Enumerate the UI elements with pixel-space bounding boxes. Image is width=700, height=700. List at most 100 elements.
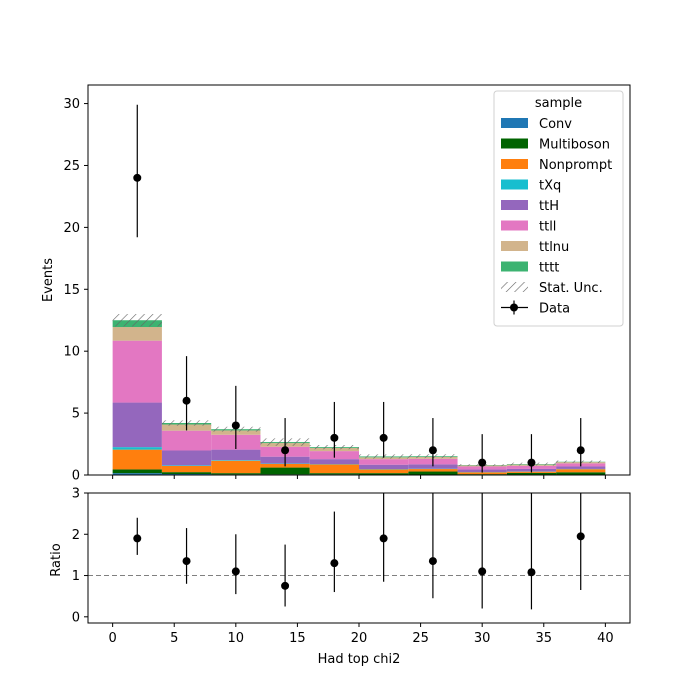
legend-title: sample (535, 96, 582, 111)
bar-multiboson-bin-8 (506, 472, 557, 475)
main-panel: 0 5 10 15 20 25 30 Events sample Conv Multiboson… (41, 84, 631, 484)
ratio-point-4 (330, 559, 339, 568)
stat-unc-band-bin-0 (112, 314, 162, 327)
legend-data-marker (510, 303, 518, 312)
bar-ttll-bin-1 (161, 430, 212, 451)
ratio-point-5 (379, 534, 388, 543)
legend-label-tth: ttH (539, 199, 559, 214)
data-point-2 (231, 421, 240, 430)
ratio-panel: 0 1 2 3 0 5 10 15 20 25 30 35 40 Ratio Had top chi2 (49, 487, 631, 667)
main-y-tick-label: 25 (63, 159, 80, 174)
bar-nonprompt-bin-1 (161, 465, 212, 473)
legend-label-stat-unc: Stat. Unc. (539, 281, 603, 296)
ratio-point-3 (281, 581, 290, 590)
main-y-tick-label: 10 (63, 345, 80, 360)
bar-multiboson-bin-3 (260, 467, 310, 475)
main-y-ticks: 0 5 10 15 20 25 30 (63, 97, 88, 484)
bar-ttlnu-bin-0 (112, 327, 162, 341)
ratio-point-7 (478, 567, 487, 576)
ratio-y-tick-label: 3 (72, 487, 80, 502)
legend-swatch-conv (501, 118, 528, 128)
ratio-point-9 (576, 532, 585, 541)
legend-swatch-ttll (501, 220, 528, 231)
bar-nonprompt-bin-0 (112, 449, 162, 470)
ratio-point-6 (428, 557, 437, 566)
data-point-1 (182, 396, 191, 405)
legend-label-ttll: ttll (539, 220, 556, 235)
bar-multiboson-bin-2 (211, 473, 261, 475)
data-point-7 (478, 458, 487, 467)
legend-label-txq: tXq (539, 179, 561, 194)
legend-swatch-tttt (501, 261, 528, 272)
ratio-y-tick-label: 0 (72, 610, 80, 625)
bar-conv-bin-0 (112, 473, 162, 475)
x-tick-label: 20 (351, 631, 368, 646)
x-tick-label: 40 (597, 631, 614, 646)
bar-txq-bin-0 (112, 447, 162, 450)
legend-swatch-ttlnu (501, 241, 528, 251)
bar-tth-bin-2 (211, 449, 261, 461)
legend-swatch-stat-unc (501, 282, 528, 292)
bar-nonprompt-bin-9 (556, 469, 606, 473)
legend-label-tttt: tttt (539, 261, 559, 276)
main-y-tick-label: 20 (63, 221, 80, 236)
bar-multiboson-bin-7 (457, 474, 507, 475)
bar-multiboson-bin-9 (556, 472, 606, 475)
bar-tth-bin-0 (112, 402, 162, 448)
ratio-point-1 (182, 557, 191, 566)
ratio-x-ticks: 0 5 10 15 20 25 30 35 40 (108, 623, 614, 646)
legend-swatch-nonprompt (501, 159, 528, 169)
legend-label-ttlnu: ttlnu (539, 240, 569, 255)
bar-ttll-bin-5 (359, 459, 409, 465)
bar-nonprompt-bin-4 (309, 464, 359, 474)
legend-label-conv: Conv (539, 117, 572, 132)
x-tick-label: 25 (412, 631, 429, 646)
x-tick-label: 30 (474, 631, 491, 646)
ratio-point-8 (527, 568, 536, 577)
legend-swatch-txq (501, 179, 528, 190)
bar-nonprompt-bin-7 (457, 472, 507, 475)
main-y-tick-label: 0 (72, 469, 80, 484)
bar-tth-bin-4 (309, 459, 359, 465)
data-point-0 (133, 173, 142, 182)
legend-label-nonprompt: Nonprompt (539, 158, 612, 173)
data-point-8 (527, 458, 536, 467)
bar-tth-bin-5 (359, 464, 409, 470)
data-point-9 (576, 446, 585, 455)
bar-nonprompt-bin-2 (211, 460, 261, 474)
bar-txq-bin-2 (211, 460, 261, 461)
x-axis-label: Had top chi2 (318, 652, 401, 667)
bar-nonprompt-bin-5 (359, 469, 409, 474)
data-point-3 (281, 446, 290, 455)
ratio-y-ticks: 0 1 2 3 (72, 487, 88, 625)
bar-multiboson-bin-4 (309, 473, 359, 475)
bar-ttll-bin-0 (112, 340, 162, 403)
ratio-y-tick-label: 1 (72, 569, 80, 584)
bar-tth-bin-9 (556, 466, 606, 469)
bar-txq-bin-1 (161, 465, 212, 466)
bar-multiboson-bin-6 (408, 471, 458, 475)
bar-tth-bin-6 (408, 464, 458, 469)
bar-multiboson-bin-0 (112, 469, 162, 474)
ratio-y-tick-label: 2 (72, 528, 80, 543)
x-tick-label: 15 (289, 631, 306, 646)
x-tick-label: 10 (228, 631, 245, 646)
ratio-point-0 (133, 534, 142, 543)
legend-swatch-multiboson (501, 138, 528, 149)
main-y-tick-label: 5 (72, 407, 80, 422)
ratio-plot-area (88, 493, 630, 610)
main-y-axis-label: Events (41, 258, 56, 302)
x-tick-label: 35 (535, 631, 552, 646)
main-plot-area (112, 104, 606, 475)
ratio-y-axis-label: Ratio (49, 543, 64, 576)
bar-multiboson-bin-5 (359, 473, 409, 475)
bar-nonprompt-bin-6 (408, 469, 458, 472)
legend-label-multiboson: Multiboson (539, 138, 610, 153)
bar-multiboson-bin-1 (161, 472, 212, 475)
ratio-point-2 (231, 567, 240, 576)
main-y-tick-label: 15 (63, 283, 80, 298)
main-y-tick-label: 30 (63, 97, 80, 112)
data-point-6 (428, 446, 437, 455)
x-tick-label: 5 (170, 631, 178, 646)
